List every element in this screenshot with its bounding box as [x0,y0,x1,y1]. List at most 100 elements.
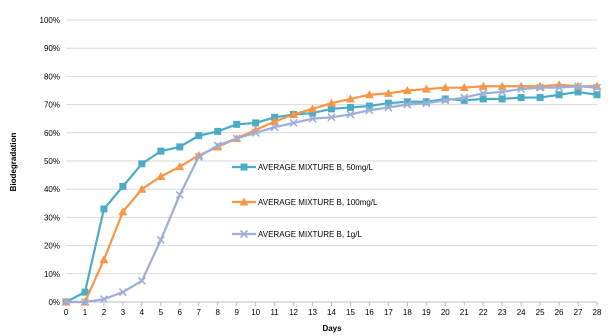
data-point [345,94,355,103]
x-tick-label: 24 [517,308,526,317]
y-tick-label: 100% [40,16,60,25]
y-tick-label: 60% [44,129,60,138]
data-point [384,103,393,112]
x-tick-label: 5 [159,308,164,317]
x-tick-label: 23 [498,308,507,317]
data-point [517,94,525,102]
x-tick-label: 25 [536,308,545,317]
x-tick-label: 13 [308,308,317,317]
x-axis-ticks: 0 1 2 3 4 5 6 7 8 9 10 11 12 13 14 15 16 17 18 19 20 21 22 23 24… [64,302,602,317]
y-tick-label: 20% [44,242,60,251]
x-tick-label: 28 [593,308,602,317]
data-point [308,114,317,123]
data-point [176,143,184,151]
data-point [440,83,450,92]
data-point [289,118,298,127]
y-axis-title: Biodegradation [9,133,18,192]
data-point [498,95,506,103]
x-tick-label: 6 [178,308,183,317]
data-point [270,123,279,132]
data-point [328,105,335,113]
data-point [365,106,374,115]
data-point [536,94,544,102]
y-tick-label: 40% [44,185,60,194]
data-point [327,113,336,122]
x-tick-label: 4 [140,308,145,317]
series-lines [61,80,602,307]
gridlines [66,19,597,275]
x-tick-label: 26 [555,308,564,317]
y-tick-label: 10% [44,270,60,279]
data-point [460,93,469,102]
data-point [118,288,127,297]
data-point [118,207,128,216]
data-point [213,141,222,150]
data-point [252,119,260,127]
data-point [365,102,373,110]
x-tick-label: 8 [215,308,220,317]
data-point [402,86,412,94]
y-tick-label: 30% [44,213,60,222]
x-tick-label: 20 [441,308,450,317]
data-point [137,184,147,193]
data-point [195,132,203,140]
data-point [156,172,166,181]
data-point [99,255,109,264]
data-point [479,89,488,98]
data-point [194,152,203,161]
data-point [460,96,468,104]
y-tick-label: 90% [44,44,60,53]
data-point [498,87,507,96]
data-point [156,235,165,245]
x-tick-label: 10 [251,308,260,317]
x-tick-label: 18 [403,308,412,317]
data-point [100,205,108,213]
data-point [270,117,280,126]
x-tick-label: 16 [365,308,374,317]
data-point [422,98,430,106]
data-point [138,160,146,168]
legend-item: AVERAGE MIXTURE B, 100mg/L [232,197,378,207]
legend-label: AVERAGE MIXTURE B, 100mg/L [258,198,378,207]
data-point [346,110,355,119]
data-point [422,99,431,108]
y-tick-label: 80% [44,72,60,81]
y-tick-label: 70% [44,101,60,110]
series-1 [62,88,601,306]
data-point [80,297,90,307]
data-point [517,85,526,94]
x-tick-label: 21 [460,308,469,317]
x-tick-label: 0 [64,308,69,317]
y-axis-ticks: 0% 10% 20% 30% 40% 50% 60% 70% 80% 90% 100% [40,16,60,307]
x-tick-label: 1 [83,308,88,317]
x-tick-label: 14 [327,308,336,317]
x-tick-label: 2 [102,308,107,317]
data-point [403,98,411,106]
x-tick-label: 19 [422,308,431,317]
legend: AVERAGE MIXTURE B, 50mg/L AVERAGE MIXTURE… [232,163,378,239]
data-point [214,127,222,135]
data-point [441,95,449,103]
data-point [233,120,241,128]
data-point [239,229,249,239]
x-tick-label: 3 [121,308,126,317]
data-point [137,276,146,285]
series-2 [61,80,602,306]
data-point [309,109,317,117]
data-point [536,83,545,92]
data-point [175,190,184,199]
data-point [251,128,260,137]
data-point [99,295,108,304]
x-tick-label: 17 [384,308,393,317]
data-point [240,163,248,171]
data-point [308,104,318,113]
x-tick-label: 15 [346,308,355,317]
y-tick-label: 50% [44,157,60,166]
data-point [555,91,563,99]
x-tick-label: 9 [234,308,239,317]
data-point [403,100,412,109]
legend-item: AVERAGE MIXTURE B, 1g/L [232,229,362,239]
x-tick-label: 27 [574,308,583,317]
data-point [194,150,204,159]
